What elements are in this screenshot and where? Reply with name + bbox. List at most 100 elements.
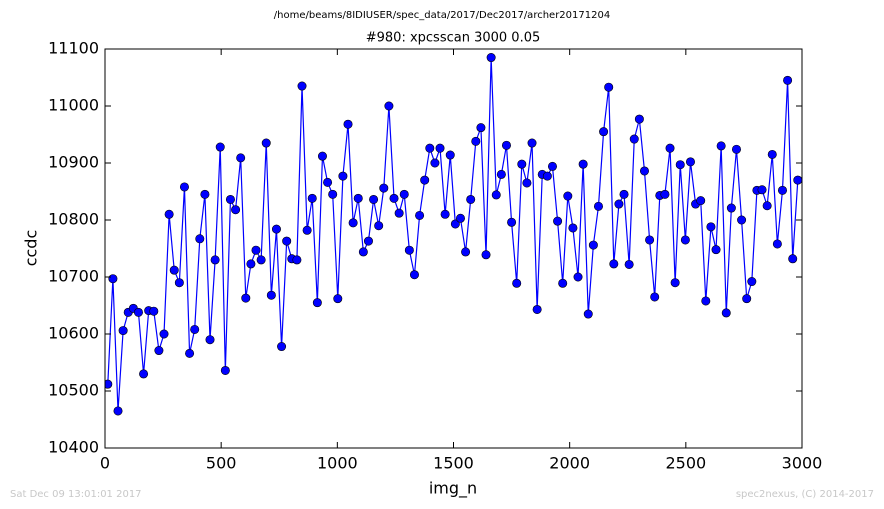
data-point xyxy=(507,217,517,227)
x-axis-label: img_n xyxy=(429,479,477,499)
data-point xyxy=(517,159,527,169)
data-point xyxy=(241,293,251,303)
data-point xyxy=(425,143,435,153)
data-point xyxy=(231,205,241,215)
data-point xyxy=(614,199,624,209)
data-point xyxy=(701,296,711,306)
data-point xyxy=(747,277,757,287)
data-point xyxy=(645,235,655,245)
data-point xyxy=(471,136,481,146)
data-point xyxy=(384,101,394,111)
data-point xyxy=(553,216,563,226)
data-point xyxy=(772,239,782,249)
data-point xyxy=(726,203,736,213)
data-point xyxy=(675,160,685,170)
y-tick-label: 10800 xyxy=(48,210,99,229)
data-point xyxy=(650,292,660,302)
data-point xyxy=(685,157,695,167)
data-point xyxy=(154,346,164,356)
data-point xyxy=(599,127,609,137)
data-point xyxy=(558,278,568,288)
data-point xyxy=(639,166,649,176)
data-point xyxy=(277,342,287,352)
data-point xyxy=(660,189,670,199)
data-point xyxy=(680,235,690,245)
x-tick-label: 1000 xyxy=(317,454,358,473)
data-point xyxy=(445,150,455,160)
data-point xyxy=(777,185,787,195)
data-point xyxy=(374,221,384,231)
data-point xyxy=(185,348,195,358)
data-point xyxy=(573,272,583,282)
data-point xyxy=(430,158,440,168)
data-point xyxy=(527,138,537,148)
data-point xyxy=(358,247,368,257)
data-point xyxy=(225,194,235,204)
data-point xyxy=(793,175,802,185)
data-point xyxy=(476,123,486,133)
data-point xyxy=(118,326,128,336)
x-tick-label: 2500 xyxy=(665,454,706,473)
data-point xyxy=(532,304,542,314)
data-point xyxy=(609,259,619,269)
data-point xyxy=(282,236,292,246)
data-point xyxy=(409,270,419,280)
data-point xyxy=(266,290,276,300)
x-tick-label: 0 xyxy=(100,454,110,473)
y-tick-label: 10900 xyxy=(48,153,99,172)
x-tick-label: 500 xyxy=(206,454,237,473)
data-point xyxy=(593,201,603,211)
data-point xyxy=(333,294,343,304)
data-point xyxy=(737,215,747,225)
y-tick-label: 10400 xyxy=(48,438,99,457)
data-point xyxy=(271,224,281,234)
footer-credit: spec2nexus, (C) 2014-2017 xyxy=(736,489,874,500)
data-point xyxy=(665,143,675,153)
data-point xyxy=(542,171,552,181)
data-point xyxy=(568,223,578,233)
data-point xyxy=(105,379,113,389)
x-tick-label: 2000 xyxy=(549,454,590,473)
data-point xyxy=(220,365,230,375)
data-point xyxy=(757,185,767,195)
data-point xyxy=(113,406,123,416)
data-point xyxy=(512,278,522,288)
chart-title: #980: xpcsscan 3000 0.05 xyxy=(366,31,541,46)
data-point xyxy=(767,149,777,159)
data-point xyxy=(236,153,246,163)
data-point xyxy=(108,274,118,284)
data-point xyxy=(328,189,338,199)
data-point xyxy=(394,208,404,218)
data-point xyxy=(323,177,333,187)
data-point xyxy=(629,134,639,144)
data-point xyxy=(159,329,169,339)
y-tick-label: 11000 xyxy=(48,96,99,115)
y-tick-label: 10500 xyxy=(48,381,99,400)
data-point xyxy=(619,189,629,199)
data-point xyxy=(450,219,460,229)
data-point xyxy=(133,307,143,317)
data-point xyxy=(139,369,149,379)
data-point xyxy=(496,169,506,179)
data-point xyxy=(420,175,430,185)
data-point xyxy=(588,240,598,250)
data-point xyxy=(783,75,793,85)
data-point xyxy=(369,194,379,204)
data-point xyxy=(762,201,772,211)
data-point xyxy=(788,254,798,264)
data-point xyxy=(179,182,189,192)
suptitle: /home/beams/8IDIUSER/spec_data/2017/Dec2… xyxy=(274,10,610,21)
data-line xyxy=(107,57,799,411)
footer-date: Sat Dec 09 13:01:01 2017 xyxy=(10,489,142,500)
data-point xyxy=(348,218,358,228)
data-point xyxy=(415,210,425,220)
data-point xyxy=(363,236,373,246)
data-point xyxy=(742,294,752,304)
data-point xyxy=(435,143,445,153)
y-axis-label: ccdc xyxy=(22,230,41,267)
data-point xyxy=(379,183,389,193)
data-point xyxy=(215,142,225,152)
data-point xyxy=(583,309,593,319)
data-point xyxy=(634,114,644,124)
